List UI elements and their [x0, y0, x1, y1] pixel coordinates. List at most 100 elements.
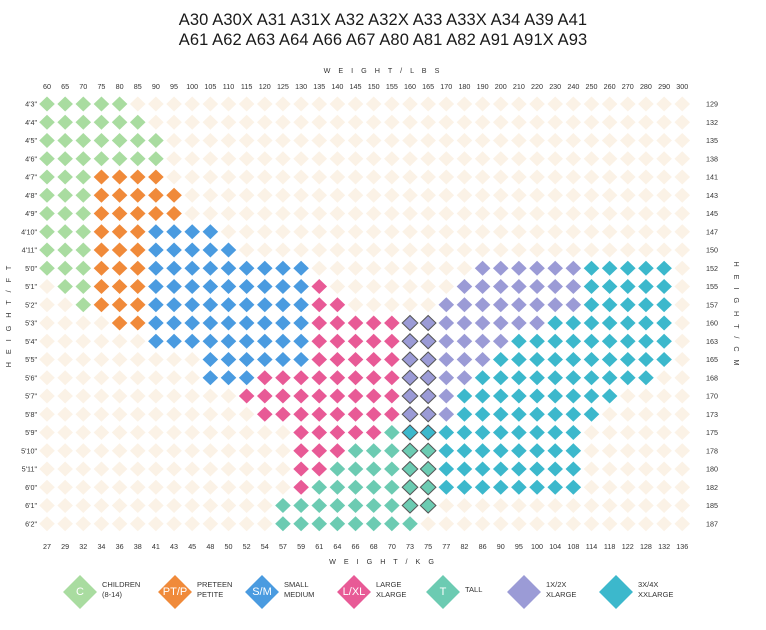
- weight-kg-tick: 45: [188, 542, 196, 551]
- empty-cell: [166, 352, 182, 367]
- empty-cell: [311, 114, 328, 130]
- empty-cell: [329, 206, 346, 221]
- empty-cell: [638, 96, 654, 112]
- empty-cell: [529, 242, 545, 258]
- size-cell-sm: [184, 297, 200, 313]
- empty-cell: [492, 169, 509, 185]
- legend-label-children: CHILDREN: [102, 580, 141, 589]
- weight-kg-tick: 108: [567, 542, 579, 551]
- empty-cell: [39, 388, 55, 404]
- empty-cell: [202, 187, 219, 203]
- empty-cell: [656, 206, 672, 221]
- chart-title-block: A30 A30X A31 A31X A32 A32X A33 A33X A34 …: [0, 10, 766, 50]
- empty-cell: [275, 479, 291, 495]
- empty-cell: [39, 297, 55, 313]
- empty-cell: [257, 206, 273, 221]
- empty-cell: [601, 425, 618, 440]
- size-cell-ptp: [166, 206, 182, 221]
- empty-cell: [656, 516, 672, 532]
- empty-cell: [601, 133, 618, 148]
- size-cell-c: [129, 133, 146, 148]
- size-cell-lxl: [311, 425, 328, 440]
- size-cell-3x4x: [547, 479, 563, 495]
- height-ft-tick: 5'9": [25, 428, 37, 437]
- size-cell-c: [57, 224, 73, 240]
- size-cell-ptp: [93, 242, 110, 258]
- empty-cell: [384, 206, 400, 221]
- empty-cell: [166, 479, 182, 495]
- size-cell-t: [401, 442, 419, 459]
- size-cell-ptp: [129, 224, 146, 240]
- size-cell-1x2x: [492, 260, 509, 276]
- empty-cell: [656, 443, 672, 459]
- size-cell-3x4x: [456, 406, 473, 422]
- size-cell-1x2x: [456, 333, 473, 349]
- empty-cell: [202, 406, 219, 422]
- empty-cell: [129, 443, 146, 459]
- height-cm-tick: 152: [706, 264, 718, 273]
- weight-kg-tick: 32: [79, 542, 87, 551]
- size-chart-grid: W E I G H T / L B S 60 65 70 75 80 85 90 95 100 10…: [4, 66, 741, 565]
- size-cell-t: [311, 498, 328, 513]
- empty-cell: [184, 406, 200, 422]
- empty-cell: [492, 114, 509, 130]
- empty-cell: [166, 114, 182, 130]
- empty-cell: [57, 498, 73, 513]
- empty-cell: [620, 114, 636, 130]
- empty-cell: [656, 224, 672, 240]
- height-cm-tick: 175: [706, 428, 718, 437]
- empty-cell: [365, 151, 382, 167]
- size-cell-sm: [257, 260, 273, 276]
- empty-cell: [601, 151, 618, 167]
- size-cell-3x4x: [638, 279, 654, 294]
- size-cell-c: [39, 133, 55, 148]
- empty-cell: [202, 151, 219, 167]
- height-ft-tick: 5'3": [25, 319, 37, 328]
- empty-cell: [583, 443, 600, 459]
- empty-cell: [238, 133, 255, 148]
- empty-cell: [257, 516, 273, 532]
- empty-cell: [638, 242, 654, 258]
- weight-kg-tick: 68: [370, 542, 378, 551]
- weight-lbs-tick: 95: [170, 82, 178, 91]
- size-cell-sm: [238, 352, 255, 367]
- empty-cell: [601, 406, 618, 422]
- size-cell-lxl: [311, 388, 328, 404]
- empty-cell: [238, 96, 255, 112]
- size-cell-sm: [184, 242, 200, 258]
- empty-cell: [456, 151, 473, 167]
- size-cell-ptp: [129, 260, 146, 276]
- size-cell-sm: [220, 279, 237, 294]
- size-cell-3x4x: [511, 333, 527, 349]
- empty-cell: [620, 425, 636, 440]
- empty-cell: [75, 516, 92, 532]
- size-cell-3x4x: [638, 315, 654, 331]
- size-cell-lxl: [329, 352, 346, 367]
- size-cell-ptp: [93, 260, 110, 276]
- empty-cell: [420, 151, 436, 167]
- empty-cell: [384, 242, 400, 258]
- empty-cell: [456, 516, 473, 532]
- empty-cell: [111, 461, 128, 477]
- size-cell-lxl: [275, 370, 291, 386]
- empty-cell: [492, 151, 509, 167]
- empty-cell: [75, 315, 92, 331]
- size-cell-sm: [202, 260, 219, 276]
- size-cell-c: [39, 224, 55, 240]
- size-cell-lxl: [365, 425, 382, 440]
- size-cell-lxl: [384, 333, 400, 349]
- size-cell-1x2x: [511, 260, 527, 276]
- size-cell-t: [384, 461, 400, 477]
- empty-cell: [474, 516, 491, 532]
- empty-cell: [347, 187, 364, 203]
- empty-cell: [674, 260, 691, 276]
- empty-cell: [311, 96, 328, 112]
- empty-cell: [638, 206, 654, 221]
- size-cell-3x4x: [529, 425, 545, 440]
- empty-cell: [583, 169, 600, 185]
- empty-cell: [129, 461, 146, 477]
- empty-cell: [347, 297, 364, 313]
- size-cell-3x4x: [547, 461, 563, 477]
- weight-lbs-tick: 220: [531, 82, 543, 91]
- size-cell-1x2x: [511, 297, 527, 313]
